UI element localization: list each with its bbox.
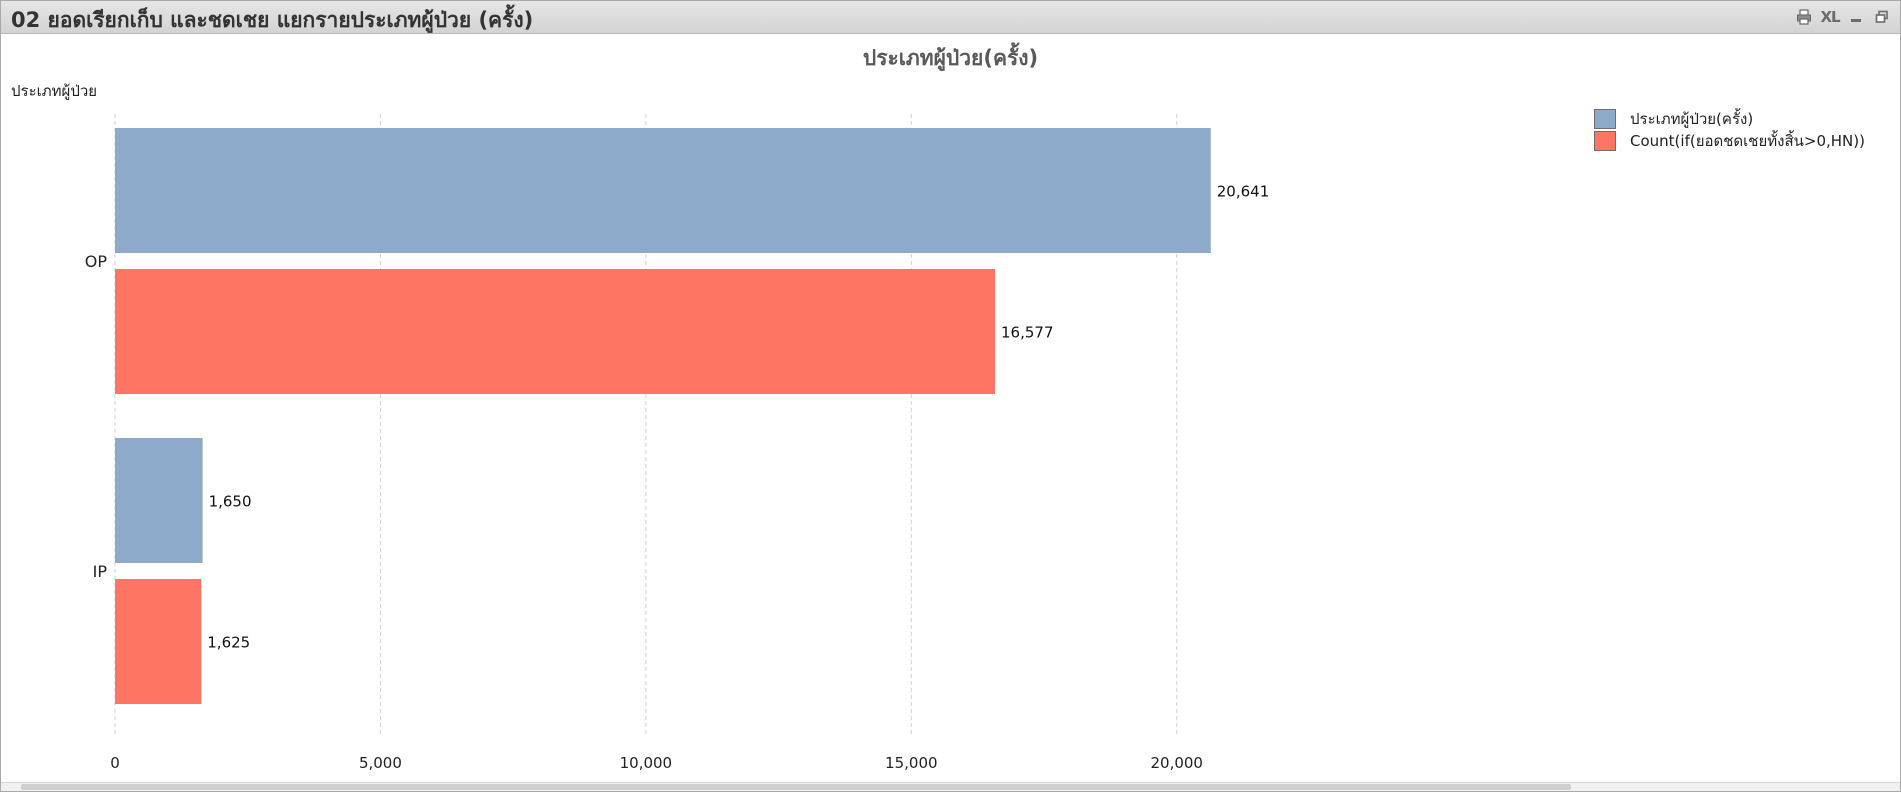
bar <box>115 128 1211 253</box>
x-tick-label: 10,000 <box>620 754 673 772</box>
dimension-axis-label: ประเภทผู้ป่วย <box>11 82 98 100</box>
legend-swatch-series-2 <box>1594 131 1616 151</box>
print-icon[interactable] <box>1794 7 1814 27</box>
minimize-icon[interactable] <box>1846 7 1866 27</box>
data-label: 1,650 <box>209 493 252 511</box>
legend-swatch-series-1 <box>1594 109 1616 129</box>
legend-item[interactable]: Count(if(ยอดชดเชยทั้งสิ้น>0,HN)) <box>1594 130 1865 152</box>
chart-legend: ประเภทผู้ป่วย(ครั้ง) Count(if(ยอดชดเชยทั… <box>1594 108 1865 152</box>
chart-title: ประเภทผู้ป่วย(ครั้ง) <box>862 46 1039 70</box>
excel-export-icon[interactable]: XL <box>1820 8 1840 26</box>
category-label: OP <box>85 252 108 271</box>
horizontal-scrollbar[interactable] <box>1 782 1900 791</box>
x-tick-label: 15,000 <box>885 754 938 772</box>
legend-item[interactable]: ประเภทผู้ป่วย(ครั้ง) <box>1594 108 1865 130</box>
chart-area: ประเภทผู้ป่วย(ครั้ง) ประเภทผู้ป่วย 0 5,00… <box>1 34 1900 784</box>
x-tick-label: 0 <box>110 754 120 772</box>
legend-label-series-1: ประเภทผู้ป่วย(ครั้ง) <box>1630 110 1754 128</box>
bar <box>115 438 203 563</box>
x-tick-label: 5,000 <box>359 754 402 772</box>
category-label: IP <box>93 562 108 581</box>
bar-chart: 0 5,000 10,000 15,000 20,000 OP 20,641 16,577 IP… <box>85 114 1270 772</box>
x-tick-label: 20,000 <box>1150 754 1203 772</box>
data-label: 16,577 <box>1001 324 1054 342</box>
restore-icon[interactable] <box>1872 7 1892 27</box>
data-label: 20,641 <box>1217 183 1270 201</box>
window-title: 02 ยอดเรียกเก็บ และชดเชย แยกรายประเภทผู้… <box>11 8 534 32</box>
data-label: 1,625 <box>207 634 250 652</box>
legend-label-series-2: Count(if(ยอดชดเชยทั้งสิ้น>0,HN)) <box>1630 132 1865 150</box>
window-controls: XL <box>1794 7 1892 27</box>
window-titlebar[interactable]: 02 ยอดเรียกเก็บ และชดเชย แยกรายประเภทผู้… <box>1 1 1900 34</box>
scrollbar-thumb[interactable] <box>21 784 1571 790</box>
bar <box>115 579 202 704</box>
bar <box>115 269 996 394</box>
